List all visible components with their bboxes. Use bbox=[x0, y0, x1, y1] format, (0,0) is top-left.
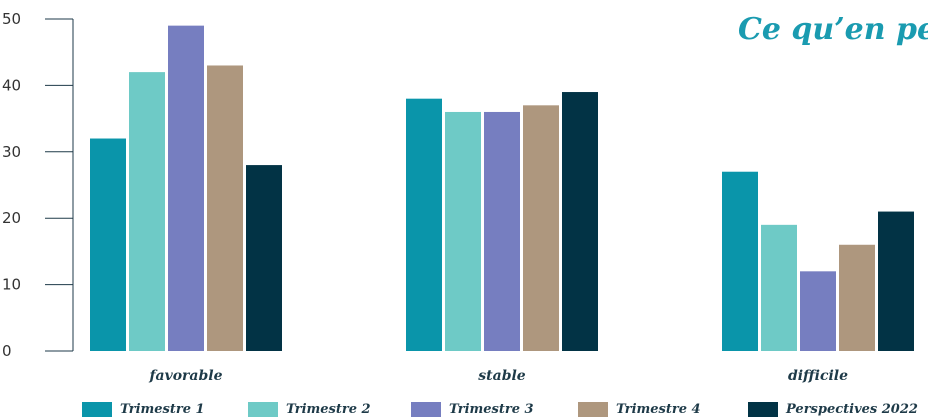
legend-swatch bbox=[248, 402, 278, 417]
legend-item: Perspectives 2022 bbox=[748, 402, 918, 417]
x-category-label: difficile bbox=[788, 368, 848, 384]
bar bbox=[406, 98, 442, 352]
bar bbox=[839, 244, 875, 351]
bar bbox=[207, 65, 243, 351]
x-category-label: favorable bbox=[148, 368, 222, 384]
bar bbox=[168, 25, 204, 351]
bar bbox=[800, 271, 836, 351]
y-tick-label: 20 bbox=[2, 209, 21, 227]
legend-label: Trimestre 2 bbox=[286, 402, 371, 417]
chart-title: Ce qu’en pe bbox=[738, 12, 928, 47]
legend-label: Trimestre 1 bbox=[120, 402, 205, 417]
x-category-label: stable bbox=[478, 368, 526, 384]
legend-swatch bbox=[82, 402, 112, 417]
y-tick-label: 50 bbox=[2, 10, 21, 28]
bar bbox=[90, 138, 126, 351]
legend-item: Trimestre 3 bbox=[411, 402, 534, 417]
bar bbox=[523, 105, 559, 351]
legend-label: Trimestre 4 bbox=[616, 402, 701, 417]
y-tick-label: 0 bbox=[2, 342, 12, 360]
bar bbox=[878, 211, 914, 351]
legend-item: Trimestre 4 bbox=[578, 402, 701, 417]
y-tick-label: 40 bbox=[2, 76, 21, 94]
bar bbox=[246, 165, 282, 351]
legend-label: Perspectives 2022 bbox=[786, 402, 918, 417]
bar bbox=[129, 72, 165, 352]
bar bbox=[722, 171, 758, 351]
legend-item: Trimestre 1 bbox=[82, 402, 205, 417]
y-tick-label: 30 bbox=[2, 143, 21, 161]
y-tick-label: 10 bbox=[2, 276, 21, 294]
bar bbox=[761, 224, 797, 351]
legend: Trimestre 1 Trimestre 2 Trimestre 3 Trimest… bbox=[0, 402, 928, 420]
legend-swatch bbox=[411, 402, 441, 417]
legend-swatch bbox=[748, 402, 778, 417]
bar bbox=[445, 111, 481, 352]
legend-item: Trimestre 2 bbox=[248, 402, 371, 417]
legend-label: Trimestre 3 bbox=[449, 402, 534, 417]
bar bbox=[562, 92, 598, 351]
legend-swatch bbox=[578, 402, 608, 417]
bar bbox=[484, 111, 520, 352]
